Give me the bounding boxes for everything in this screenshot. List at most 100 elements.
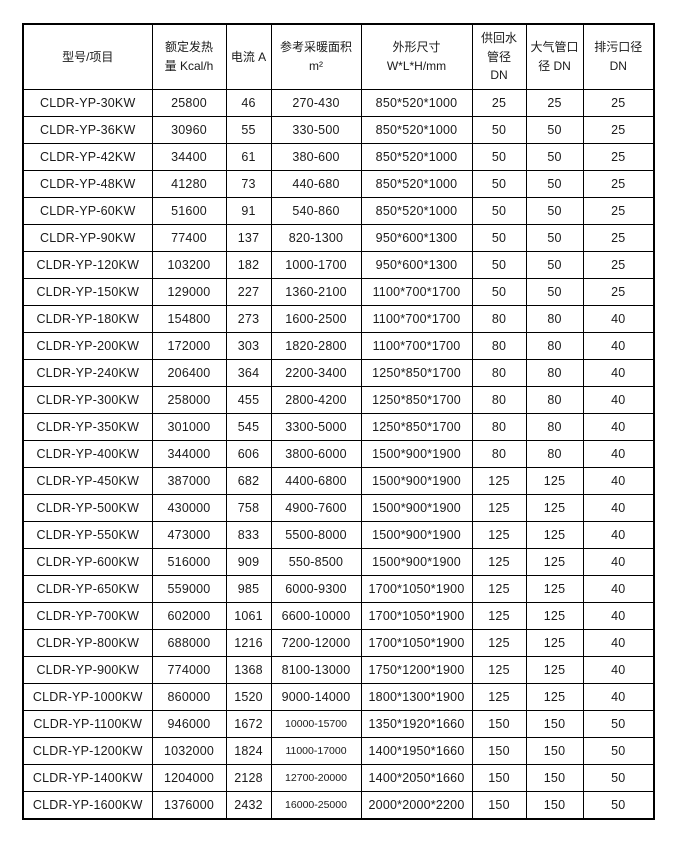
model-cell: CLDR-YP-60KW [22,197,153,225]
value-cell: 1350*1920*1660 [360,710,473,738]
value-cell: 1672 [225,710,272,738]
value-cell: 1400*2050*1660 [360,764,473,792]
value-cell: 1100*700*1700 [360,278,473,306]
value-cell: 50 [525,170,584,198]
value-cell: 50 [582,737,655,765]
value-cell: 8100-13000 [270,656,362,684]
value-cell: 380-600 [270,143,362,171]
value-cell: 1216 [225,629,272,657]
value-cell: 50 [471,224,527,252]
value-cell: 40 [582,467,655,495]
value-cell: 440-680 [270,170,362,198]
value-cell: 1600-2500 [270,305,362,333]
value-cell: 40 [582,359,655,387]
table-row: CLDR-YP-1200KW 1032000 1824 11000-17000 1400… [22,737,655,765]
value-cell: 820-1300 [270,224,362,252]
value-cell: 125 [471,602,527,630]
value-cell: 25 [582,143,655,171]
model-cell: CLDR-YP-300KW [22,386,153,414]
value-cell: 540-860 [270,197,362,225]
value-cell: 150 [525,791,584,820]
value-cell: 1061 [225,602,272,630]
value-cell: 125 [525,467,584,495]
value-cell: 1800*1300*1900 [360,683,473,711]
model-cell: CLDR-YP-450KW [22,467,153,495]
value-cell: 40 [582,332,655,360]
value-cell: 688000 [151,629,227,657]
table-header: 型号/项目 额定发热 量 Kcal/h 电流 A 参考采暖面积 m² 外形尺寸 W*L*… [22,23,655,90]
table-row: CLDR-YP-180KW 154800 273 1600-2500 1100*700*… [22,305,655,333]
value-cell: 40 [582,305,655,333]
value-cell: 473000 [151,521,227,549]
value-cell: 860000 [151,683,227,711]
value-cell: 227 [225,278,272,306]
model-cell: CLDR-YP-240KW [22,359,153,387]
value-cell: 9000-14000 [270,683,362,711]
value-cell: 125 [525,521,584,549]
value-cell: 80 [525,413,584,441]
value-cell: 172000 [151,332,227,360]
value-cell: 258000 [151,386,227,414]
table-row: CLDR-YP-400KW 344000 606 3800-6000 1500*900*… [22,440,655,468]
table-row: CLDR-YP-60KW 51600 91 540-860 850*520*1000 50… [22,197,655,225]
value-cell: 364 [225,359,272,387]
value-cell: 40 [582,629,655,657]
model-cell: CLDR-YP-400KW [22,440,153,468]
value-cell: 833 [225,521,272,549]
value-cell: 1500*900*1900 [360,467,473,495]
model-cell: CLDR-YP-700KW [22,602,153,630]
model-cell: CLDR-YP-36KW [22,116,153,144]
value-cell: 25 [582,170,655,198]
value-cell: 985 [225,575,272,603]
table-row: CLDR-YP-900KW 774000 1368 8100-13000 1750*12… [22,656,655,684]
table-row: CLDR-YP-600KW 516000 909 550-8500 1500*900*1… [22,548,655,576]
value-cell: 50 [525,224,584,252]
value-cell: 40 [582,602,655,630]
value-cell: 125 [525,602,584,630]
model-cell: CLDR-YP-180KW [22,305,153,333]
model-cell: CLDR-YP-350KW [22,413,153,441]
value-cell: 80 [471,359,527,387]
value-cell: 73 [225,170,272,198]
value-cell: 80 [471,332,527,360]
value-cell: 154800 [151,305,227,333]
value-cell: 50 [582,710,655,738]
value-cell: 150 [525,764,584,792]
value-cell: 40 [582,494,655,522]
model-cell: CLDR-YP-550KW [22,521,153,549]
value-cell: 40 [582,683,655,711]
value-cell: 7200-12000 [270,629,362,657]
model-cell: CLDR-YP-150KW [22,278,153,306]
value-cell: 25 [582,197,655,225]
value-cell: 1500*900*1900 [360,440,473,468]
column-header-3: 参考采暖面积 m² [270,23,362,90]
value-cell: 1824 [225,737,272,765]
value-cell: 850*520*1000 [360,116,473,144]
value-cell: 150 [471,764,527,792]
value-cell: 40 [582,440,655,468]
value-cell: 103200 [151,251,227,279]
value-cell: 80 [471,386,527,414]
value-cell: 182 [225,251,272,279]
table-row: CLDR-YP-700KW 602000 1061 6600-10000 1700*10… [22,602,655,630]
value-cell: 34400 [151,143,227,171]
value-cell: 1204000 [151,764,227,792]
table-row: CLDR-YP-42KW 34400 61 380-600 850*520*1000 50… [22,143,655,171]
value-cell: 430000 [151,494,227,522]
table-row: CLDR-YP-500KW 430000 758 4900-7600 1500*900*… [22,494,655,522]
value-cell: 12700-20000 [270,764,362,792]
value-cell: 91 [225,197,272,225]
value-cell: 40 [582,656,655,684]
value-cell: 850*520*1000 [360,197,473,225]
value-cell: 50 [525,143,584,171]
value-cell: 40 [582,521,655,549]
model-cell: CLDR-YP-42KW [22,143,153,171]
value-cell: 50 [582,791,655,820]
column-header-0: 型号/项目 [22,23,153,90]
value-cell: 80 [525,359,584,387]
table-row: CLDR-YP-350KW 301000 545 3300-5000 1250*850*… [22,413,655,441]
value-cell: 2432 [225,791,272,820]
value-cell: 602000 [151,602,227,630]
value-cell: 150 [471,737,527,765]
table-row: CLDR-YP-650KW 559000 985 6000-9300 1700*1050… [22,575,655,603]
